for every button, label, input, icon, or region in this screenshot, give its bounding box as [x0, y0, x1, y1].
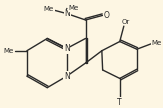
Text: Me: Me: [44, 6, 54, 12]
Text: N: N: [64, 44, 70, 53]
Text: T: T: [117, 98, 122, 107]
Text: Me: Me: [3, 48, 13, 54]
Text: N: N: [65, 9, 70, 18]
Text: O: O: [104, 11, 110, 20]
Text: N: N: [64, 72, 70, 81]
Text: Me: Me: [68, 6, 78, 11]
Text: Me: Me: [151, 40, 162, 46]
Text: Or: Or: [121, 19, 130, 25]
